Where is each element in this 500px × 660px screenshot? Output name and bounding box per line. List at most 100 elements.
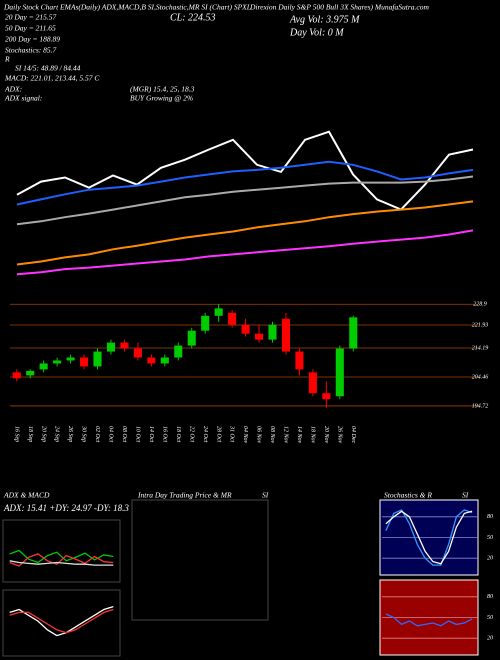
candle-body	[120, 342, 129, 349]
line	[16, 200, 474, 266]
macd-panel	[2, 589, 121, 657]
x-tick-label: 18 Sep	[27, 426, 33, 442]
ma50: 50 Day = 211.65	[5, 24, 56, 33]
x-tick-label: 20 Sep	[40, 426, 46, 442]
x-tick-label: 14 Oct	[148, 426, 155, 442]
header-title: Daily Stock Chart EMAs(Daily) ADX,MACD,B…	[3, 3, 251, 12]
close: CL: 224.53	[170, 12, 216, 23]
day-vol: Day Vol: 0 M	[289, 27, 344, 38]
line	[16, 175, 474, 226]
candle-body	[66, 357, 75, 361]
x-tick-label: 10 Oct	[135, 426, 141, 442]
y-tick-label: 228.9	[473, 302, 487, 308]
candle-body	[201, 315, 210, 331]
x-tick-label: 28 Oct	[215, 426, 221, 442]
candle-body	[80, 357, 89, 367]
candle-body	[349, 317, 358, 349]
adx-signal: ADX signal:	[4, 94, 42, 103]
line	[16, 130, 474, 211]
x-tick-label: 16 Sep	[13, 426, 19, 442]
candle-body	[133, 348, 142, 358]
x-tick-label: 31 Oct	[229, 425, 235, 442]
x-tick-label: 04 Dec	[350, 426, 357, 443]
candle-body	[255, 333, 264, 340]
candle-body	[322, 393, 331, 400]
y-tick-label: 80	[487, 514, 493, 520]
candle-body	[241, 324, 250, 334]
x-tick-label: 22 Oct	[188, 426, 194, 442]
candle-body	[12, 372, 21, 379]
candle-body	[268, 324, 277, 340]
line	[9, 608, 114, 634]
y-tick-label: 221.93	[472, 322, 489, 328]
x-tick-label: 24 Sep	[54, 426, 61, 442]
x-tick-label: 18 Oct	[175, 426, 181, 442]
x-tick-label: 04 Nov	[242, 426, 249, 444]
candle-body	[187, 330, 196, 346]
stoch: Stochastics: 85.7	[5, 46, 56, 55]
line	[9, 560, 114, 566]
x-tick-label: 08 Oct	[121, 426, 127, 442]
mgr: (MGR) 15.4, 25, 18.3	[130, 85, 195, 94]
y-tick-label: 20	[487, 556, 493, 562]
candle-body	[174, 345, 183, 358]
adx-title: ADX & MACD	[3, 491, 50, 500]
line	[16, 160, 474, 206]
candle-body	[281, 318, 290, 352]
x-tick-label: 20 Nov	[323, 426, 329, 444]
intraday-panel	[131, 499, 269, 621]
candle-body	[214, 308, 223, 316]
candle-body	[106, 342, 115, 352]
candle-body	[160, 357, 169, 364]
line	[9, 605, 114, 637]
candle-body	[93, 351, 102, 367]
candle-body	[335, 348, 344, 397]
candle-body	[147, 357, 156, 364]
stoch-si: SI	[462, 491, 469, 500]
intraday-si: SI	[262, 491, 269, 500]
line	[385, 613, 473, 627]
stoch-title: Stochastics & R	[384, 491, 432, 500]
ma20: 20 Day = 215.57	[5, 13, 57, 22]
line	[16, 229, 474, 276]
r-label: R	[4, 55, 10, 64]
x-tick-label: 08 Nov	[269, 426, 275, 444]
y-tick-label: 204.46	[472, 373, 489, 380]
x-tick-label: 06 Nov	[256, 426, 262, 444]
x-tick-label: 24 Oct	[202, 426, 209, 442]
line	[385, 509, 473, 566]
x-tick-label: 04 Oct	[108, 426, 115, 442]
adx: ADX:	[4, 85, 22, 94]
x-tick-label: 18 Nov	[310, 426, 316, 444]
line	[9, 553, 114, 567]
x-tick-label: 30 Sep	[81, 425, 87, 442]
y-tick-label: 20	[487, 636, 493, 642]
header-name: Direxion Daily S&P 500 Bull 3X Shares) M…	[249, 3, 429, 12]
candle-body	[295, 351, 304, 370]
x-tick-label: 26 Sep	[67, 426, 73, 442]
y-tick-label: 80	[487, 594, 493, 600]
y-tick-label: 50	[487, 615, 493, 621]
adx-panel	[2, 519, 121, 583]
candle-body	[308, 372, 317, 394]
ma200: 200 Day = 188.89	[5, 35, 60, 44]
candle-body	[228, 312, 237, 325]
line	[385, 510, 473, 565]
intraday-title: Intra Day Trading Price & MR	[137, 491, 232, 500]
x-tick-label: 14 Nov	[296, 426, 303, 444]
y-tick-label: 50	[487, 535, 493, 541]
y-tick-label: 194.72	[472, 402, 489, 409]
macd: MACD: 221.01, 213.44, 5.57 C	[4, 74, 100, 83]
x-tick-label: 12 Nov	[283, 426, 289, 444]
line	[9, 549, 114, 564]
avg-vol: Avg Vol: 3.975 M	[289, 14, 360, 25]
signal: BUY Growing @ 2%	[130, 94, 193, 103]
x-tick-label: 26 Nov	[336, 426, 342, 444]
adx-values: ADX: 15.41 +DY: 24.97 -DY: 18.3	[3, 503, 129, 513]
y-tick-label: 214.19	[472, 344, 489, 351]
rsi: SI 14/5: 48.89 / 84.44	[15, 64, 81, 73]
candle-body	[39, 363, 48, 370]
candle-body	[53, 360, 62, 364]
candle-body	[26, 370, 35, 376]
